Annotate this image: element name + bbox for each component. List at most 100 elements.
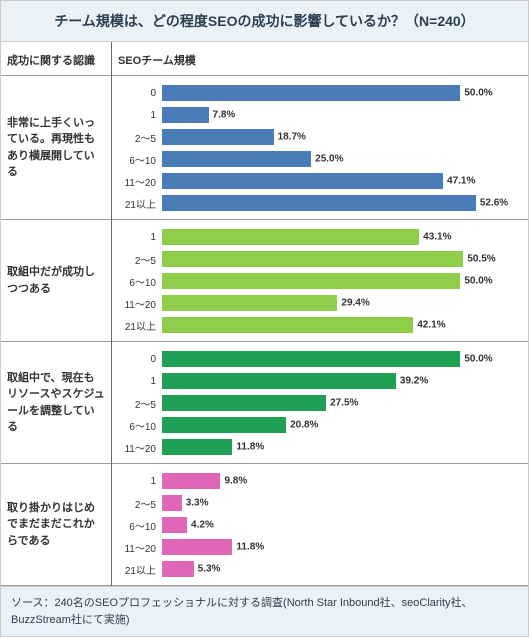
bar-fill: 39.2% xyxy=(162,373,396,389)
chart-body: 成功に関する認識 非常に上手くいっている。再現性もあり横展開している取組中だが成… xyxy=(1,42,528,586)
bar-row: 139.2% xyxy=(112,370,528,392)
bar-category: 0 xyxy=(112,354,162,365)
bar-track: 43.1% xyxy=(162,229,520,245)
group-label-cell: 取組中で、現在もリソースやスケジュールを調整している xyxy=(1,342,111,464)
bars-wrap: 19.8%2～53.3%6～104.2%11～2011.8%21以上5.3% xyxy=(112,464,528,586)
group-label: 非常に上手くいっている。再現性もあり横展開している xyxy=(1,111,111,185)
bar-value: 50.0% xyxy=(460,354,492,365)
bar-track: 11.8% xyxy=(162,539,520,555)
bar-fill: 11.8% xyxy=(162,439,232,455)
bar-track: 20.8% xyxy=(162,417,520,433)
bar-fill: 50.0% xyxy=(162,85,460,101)
bar-category: 2～5 xyxy=(112,496,162,511)
bar-track: 52.6% xyxy=(162,195,520,211)
bar-fill: 11.8% xyxy=(162,539,232,555)
bar-fill: 25.0% xyxy=(162,151,311,167)
bar-track: 25.0% xyxy=(162,151,520,167)
bar-track: 27.5% xyxy=(162,395,520,411)
bars-wrap: 050.0%17.8%2～518.7%6～1025.0%11～2047.1%21… xyxy=(112,76,528,220)
bar-category: 21以上 xyxy=(112,318,162,333)
bar-category: 1 xyxy=(112,376,162,387)
bar-category: 1 xyxy=(112,232,162,243)
left-header: 成功に関する認識 xyxy=(1,42,111,76)
bar-fill: 7.8% xyxy=(162,107,209,123)
bar-row: 2～53.3% xyxy=(112,492,528,514)
bar-row: 2～550.5% xyxy=(112,248,528,270)
bar-category: 0 xyxy=(112,88,162,99)
bar-fill: 50.0% xyxy=(162,273,460,289)
bar-value: 50.0% xyxy=(460,276,492,287)
bar-category: 21以上 xyxy=(112,562,162,577)
bar-category: 11～20 xyxy=(112,540,162,555)
bar-fill: 9.8% xyxy=(162,473,220,489)
bar-category: 1 xyxy=(112,476,162,487)
bar-row: 6～1050.0% xyxy=(112,270,528,292)
bar-row: 21以上5.3% xyxy=(112,558,528,580)
bar-category: 6～10 xyxy=(112,518,162,533)
bar-value: 9.8% xyxy=(220,476,247,487)
bar-category: 11～20 xyxy=(112,174,162,189)
bar-row: 2～527.5% xyxy=(112,392,528,414)
bar-fill: 47.1% xyxy=(162,173,443,189)
bar-category: 11～20 xyxy=(112,296,162,311)
bar-track: 42.1% xyxy=(162,317,520,333)
group-label-cell: 取り掛かりはじめでまだまだこれからである xyxy=(1,464,111,586)
bar-row: 21以上42.1% xyxy=(112,314,528,336)
bar-category: 6～10 xyxy=(112,152,162,167)
bar-fill: 4.2% xyxy=(162,517,187,533)
bar-row: 2～518.7% xyxy=(112,126,528,148)
bar-track: 29.4% xyxy=(162,295,520,311)
bar-track: 18.7% xyxy=(162,129,520,145)
chart-title: チーム規模は、どの程度SEOの成功に影響しているか？（N=240） xyxy=(1,1,528,42)
bars-wrap: 143.1%2～550.5%6～1050.0%11～2029.4%21以上42.… xyxy=(112,220,528,342)
bar-category: 6～10 xyxy=(112,274,162,289)
bar-row: 19.8% xyxy=(112,470,528,492)
bar-track: 50.0% xyxy=(162,351,520,367)
bar-category: 1 xyxy=(112,110,162,121)
group-bars-cell: 143.1%2～550.5%6～1050.0%11～2029.4%21以上42.… xyxy=(112,220,528,342)
group-bars-cell: 19.8%2～53.3%6～104.2%11～2011.8%21以上5.3% xyxy=(112,464,528,586)
bar-track: 3.3% xyxy=(162,495,520,511)
bar-track: 47.1% xyxy=(162,173,520,189)
bar-row: 6～104.2% xyxy=(112,514,528,536)
bar-track: 11.8% xyxy=(162,439,520,455)
bar-track: 5.3% xyxy=(162,561,520,577)
bar-fill: 3.3% xyxy=(162,495,182,511)
bar-track: 7.8% xyxy=(162,107,520,123)
bar-track: 39.2% xyxy=(162,373,520,389)
group-label: 取り掛かりはじめでまだまだこれからである xyxy=(1,496,111,554)
group-bars-cell: 050.0%139.2%2～527.5%6～1020.8%11～2011.8% xyxy=(112,342,528,464)
bar-track: 9.8% xyxy=(162,473,520,489)
bar-value: 4.2% xyxy=(187,520,214,531)
bar-value: 25.0% xyxy=(311,154,343,165)
bar-fill: 42.1% xyxy=(162,317,413,333)
group-label-cell: 非常に上手くいっている。再現性もあり横展開している xyxy=(1,76,111,220)
bar-value: 50.5% xyxy=(463,254,495,265)
bar-value: 11.8% xyxy=(232,542,264,553)
bar-row: 11～2011.8% xyxy=(112,436,528,458)
bar-value: 11.8% xyxy=(232,442,264,453)
bar-value: 3.3% xyxy=(182,498,209,509)
bar-track: 50.5% xyxy=(162,251,520,267)
bar-fill: 50.0% xyxy=(162,351,460,367)
bar-row: 11～2047.1% xyxy=(112,170,528,192)
bar-category: 11～20 xyxy=(112,440,162,455)
bar-fill: 29.4% xyxy=(162,295,337,311)
bar-fill: 43.1% xyxy=(162,229,419,245)
group-label: 取組中だが成功しつつある xyxy=(1,260,111,301)
bar-value: 27.5% xyxy=(326,398,358,409)
bar-row: 6～1020.8% xyxy=(112,414,528,436)
right-header: SEOチーム規模 xyxy=(112,42,528,76)
bar-value: 20.8% xyxy=(286,420,318,431)
bar-fill: 18.7% xyxy=(162,129,274,145)
bars-wrap: 050.0%139.2%2～527.5%6～1020.8%11～2011.8% xyxy=(112,342,528,464)
chart-footer: ソース：240名のSEOプロフェッショナルに対する調査(North Star I… xyxy=(1,586,528,636)
bar-fill: 20.8% xyxy=(162,417,286,433)
bar-value: 47.1% xyxy=(443,176,475,187)
bar-value: 18.7% xyxy=(274,132,306,143)
bar-row: 11～2011.8% xyxy=(112,536,528,558)
bar-fill: 50.5% xyxy=(162,251,463,267)
bar-category: 2～5 xyxy=(112,252,162,267)
bar-row: 21以上52.6% xyxy=(112,192,528,214)
bar-row: 6～1025.0% xyxy=(112,148,528,170)
